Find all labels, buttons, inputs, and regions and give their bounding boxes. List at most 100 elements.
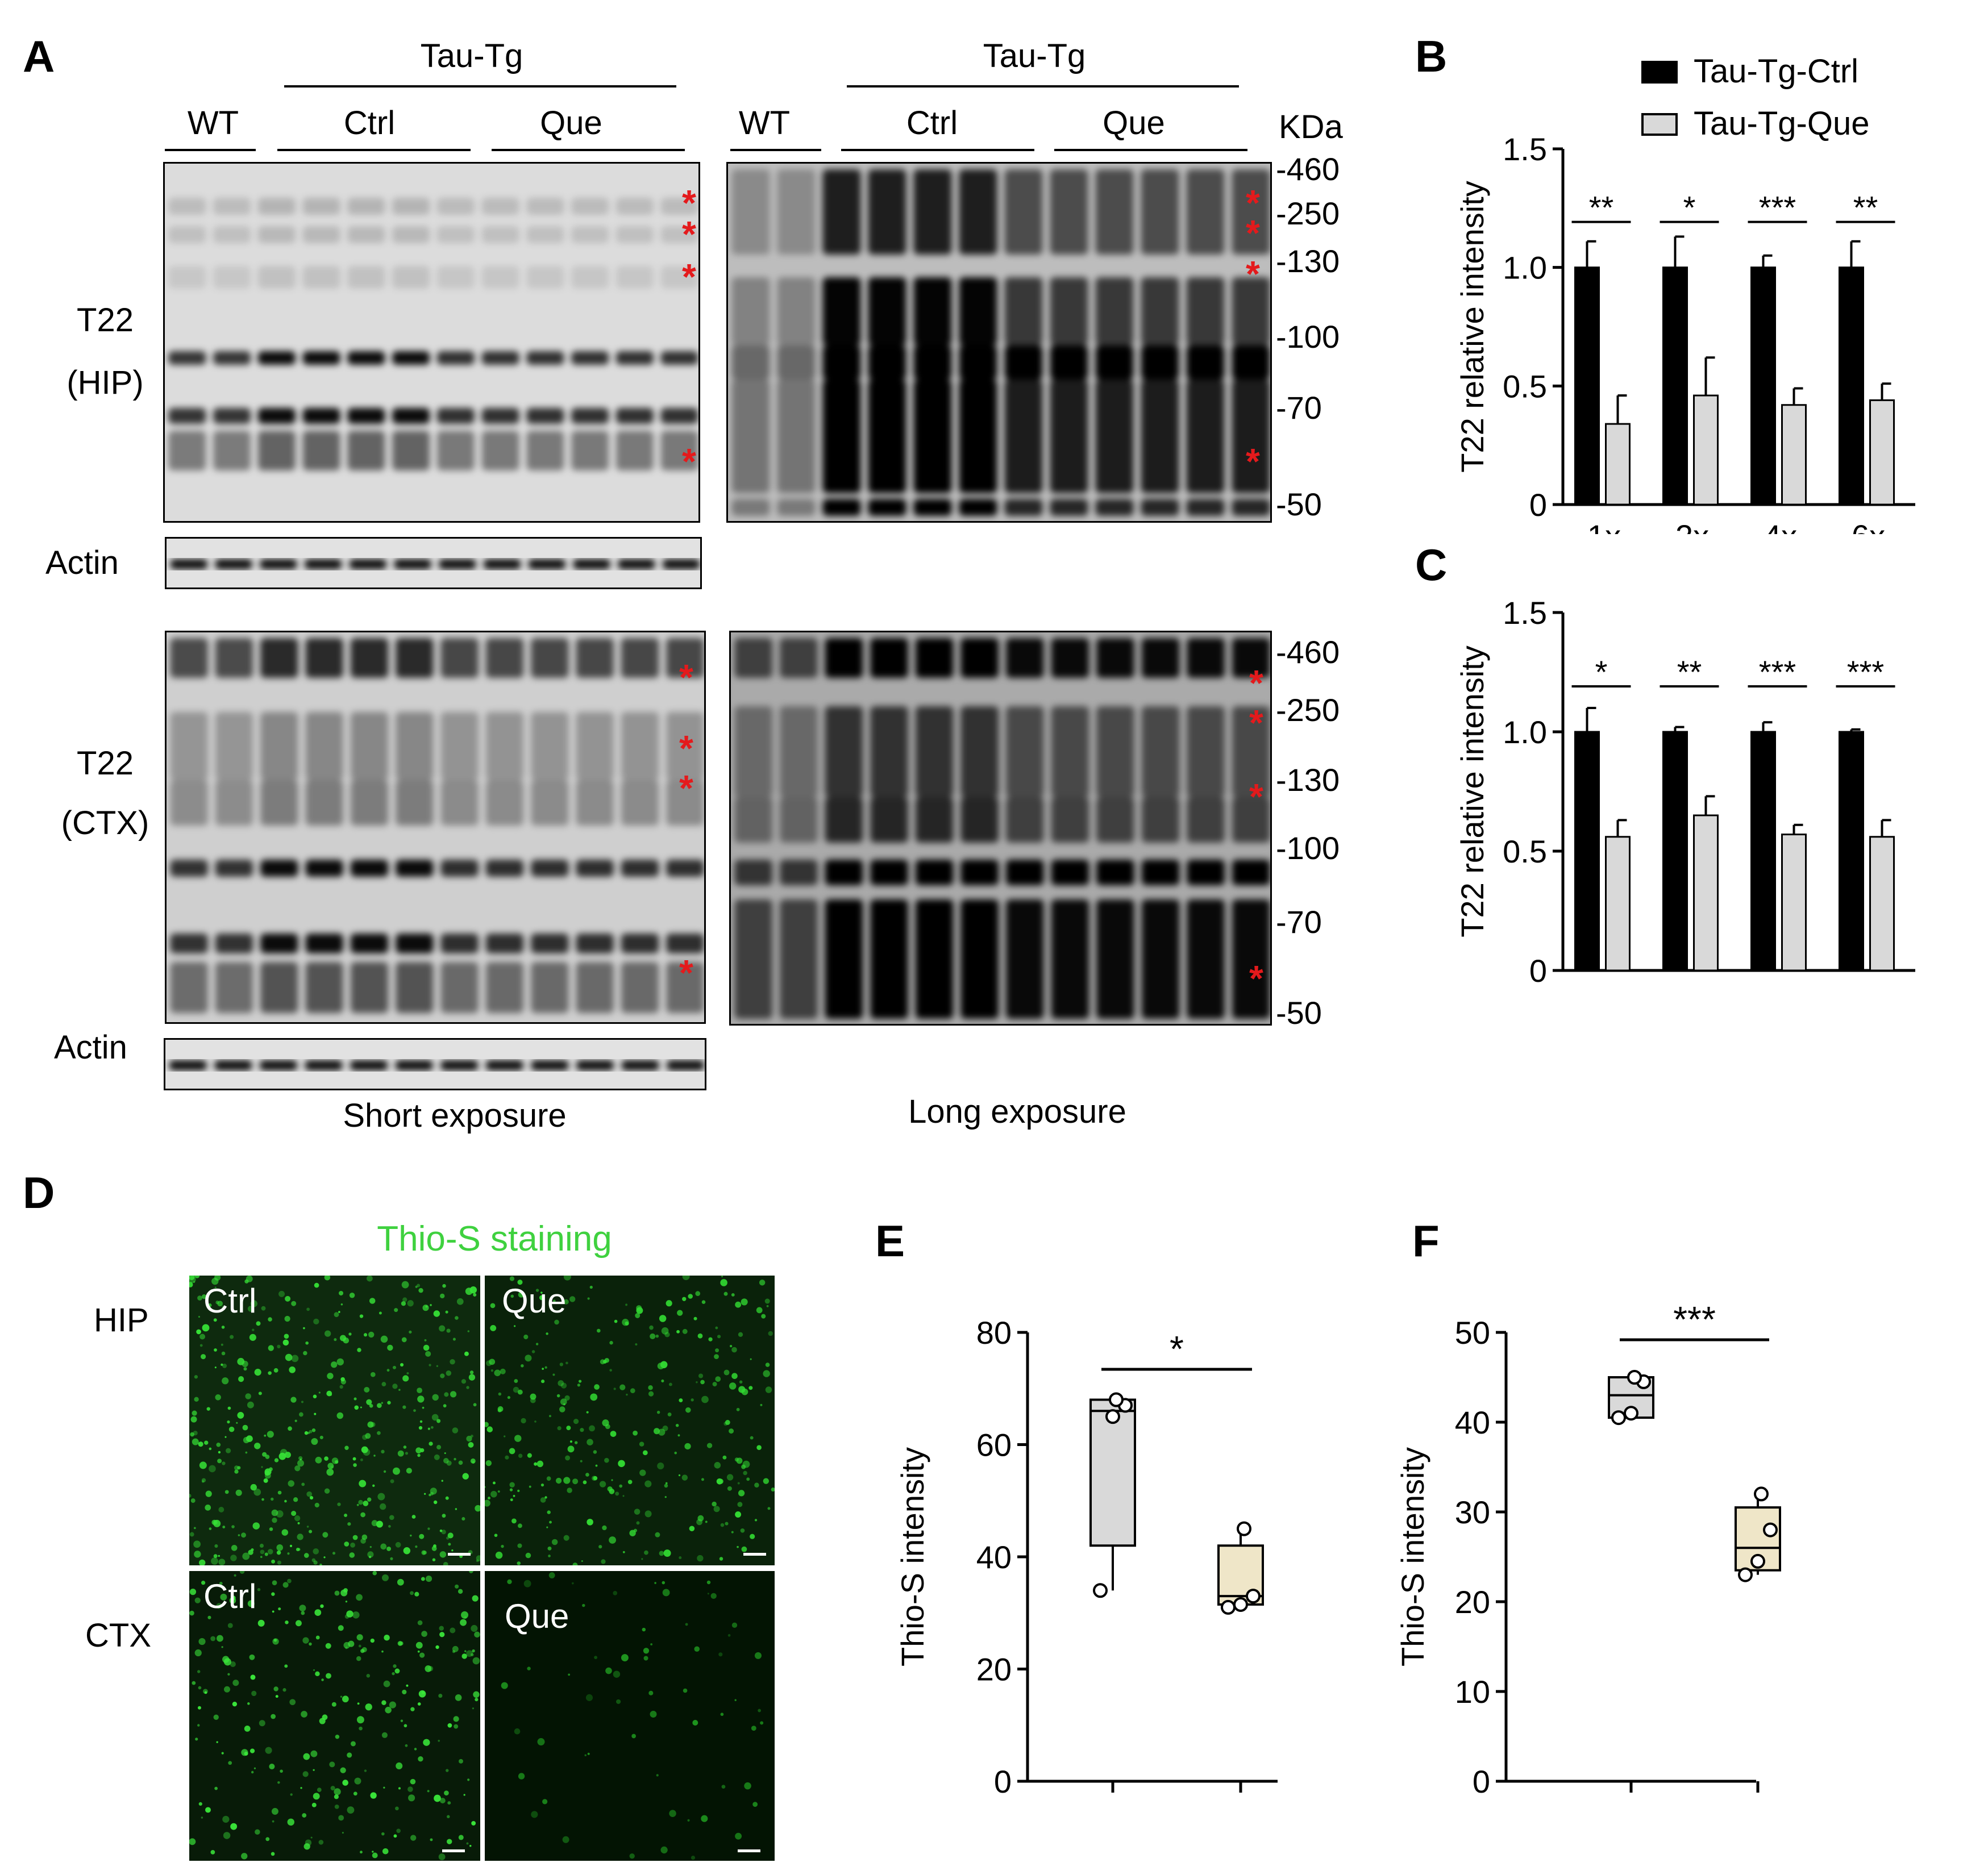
significance-label: *** xyxy=(1759,654,1796,690)
kda-label: KDa xyxy=(1279,109,1343,145)
data-point xyxy=(1221,1599,1236,1615)
group-line-tau-tg-short xyxy=(284,85,676,88)
asterisk: * xyxy=(1249,702,1263,743)
micrograph-ctx-ctrl: Ctrl xyxy=(189,1571,480,1861)
asterisk: * xyxy=(682,441,696,482)
scale-bar xyxy=(743,1553,766,1556)
data-point xyxy=(1624,1406,1638,1421)
scale-bar xyxy=(448,1553,471,1556)
row-label-ctx: (CTX) xyxy=(61,805,149,841)
row-label-t22-ctx: T22 xyxy=(77,745,134,782)
group-label-tau-tg-long: Tau-Tg xyxy=(983,38,1086,74)
blot-actin-ctx xyxy=(164,1038,706,1090)
data-point xyxy=(1750,1553,1765,1569)
mw-marker-50: -50 xyxy=(1276,995,1322,1031)
asterisk: * xyxy=(1249,958,1263,999)
bar xyxy=(1605,423,1631,506)
y-axis-label: Thio-S intensity xyxy=(895,1447,930,1666)
bar xyxy=(1750,266,1776,506)
box-plot-f: 0 10 20 30 40 50 Thio-S intensity *** xyxy=(1395,1299,1781,1799)
bar xyxy=(1693,394,1719,506)
blot-ctx-long xyxy=(729,631,1272,1026)
blot-hip-short xyxy=(163,162,700,523)
data-point xyxy=(1763,1522,1778,1538)
micrograph-label-que: Que xyxy=(505,1597,569,1635)
mw-marker-250: -250 xyxy=(1276,195,1340,231)
lane-label-wt-short: WT xyxy=(187,105,239,141)
y-tick-label: 0 xyxy=(1529,487,1547,523)
x-tick-label: 2x xyxy=(1675,984,1709,989)
asterisk: * xyxy=(1246,213,1260,253)
box-plot-e: 0 20 40 60 80 Thio-S intensity * xyxy=(895,1315,1278,1799)
mw-marker-460: -460 xyxy=(1276,151,1340,187)
blot-actin-hip xyxy=(165,537,702,589)
row-label-actin-ctx: Actin xyxy=(54,1029,127,1066)
significance-label: * xyxy=(1595,654,1608,690)
significance-label: * xyxy=(1683,190,1696,226)
micrograph-ctx-que: Que xyxy=(485,1571,775,1861)
asterisk: * xyxy=(1249,776,1263,817)
asterisk: * xyxy=(1246,182,1260,223)
bar xyxy=(1574,731,1600,972)
data-point xyxy=(1611,1410,1626,1426)
asterisk: * xyxy=(682,256,696,297)
mw-marker-100: -100 xyxy=(1276,830,1340,866)
asterisk: * xyxy=(679,768,693,809)
y-tick-label: 1.5 xyxy=(1503,595,1547,631)
y-tick-label: 80 xyxy=(976,1315,1012,1351)
asterisk: * xyxy=(682,214,696,255)
y-axis-label: Thio-S intensity xyxy=(1395,1447,1430,1666)
bar xyxy=(1839,731,1864,972)
x-tick-label: 4x xyxy=(1764,518,1797,534)
lane-line-que-long xyxy=(1054,149,1247,151)
asterisk: * xyxy=(679,728,693,769)
mw-marker-130: -130 xyxy=(1276,243,1340,279)
y-tick-label: 50 xyxy=(1455,1315,1490,1351)
y-tick-label: 1.0 xyxy=(1503,250,1547,286)
data-point xyxy=(1233,1597,1248,1612)
x-tick-label: 1x xyxy=(1587,984,1621,989)
y-tick-label: 1.5 xyxy=(1503,131,1547,167)
scale-bar xyxy=(738,1849,760,1852)
mw-marker-460: -460 xyxy=(1276,634,1340,670)
micrograph-label-ctrl: Ctrl xyxy=(203,1577,257,1615)
asterisk: * xyxy=(1249,663,1263,703)
lane-line-wt-short xyxy=(165,149,256,151)
bar-chart-c: 0 0.5 1.0 1.5 T22 relative intensity * 1x ** 2x *… xyxy=(1454,595,1915,989)
bar xyxy=(1781,404,1807,506)
bar xyxy=(1574,266,1600,506)
y-tick-label: 0 xyxy=(1529,953,1547,989)
data-point xyxy=(1093,1583,1108,1598)
legend-swatch xyxy=(1641,61,1678,84)
mw-marker-50: -50 xyxy=(1276,486,1322,522)
significance-label: *** xyxy=(1847,654,1884,690)
group-label-tau-tg-short: Tau-Tg xyxy=(420,38,523,74)
micrograph-hip-ctrl: Ctrl xyxy=(189,1276,480,1565)
y-tick-label: 40 xyxy=(976,1539,1012,1575)
mw-marker-100: -100 xyxy=(1276,319,1340,355)
bar xyxy=(1662,266,1688,506)
data-point xyxy=(1754,1486,1769,1502)
lane-label-ctrl-long: Ctrl xyxy=(906,105,958,141)
mw-marker-70: -70 xyxy=(1276,904,1322,940)
lane-label-que-short: Que xyxy=(540,105,602,141)
significance-label: *** xyxy=(1759,190,1796,226)
legend-entry: Tau-Tg-Ctrl xyxy=(1694,53,1858,90)
panel-label-c: C xyxy=(1415,540,1448,590)
x-tick-label: 1x xyxy=(1587,518,1621,534)
y-tick-label: 0 xyxy=(994,1764,1012,1799)
y-tick-label: 0 xyxy=(1473,1764,1490,1799)
mw-marker-250: -250 xyxy=(1276,692,1340,728)
panel-label-d: D xyxy=(23,1168,55,1218)
blot-hip-long xyxy=(726,162,1272,523)
row-label-hip-micro: HIP xyxy=(94,1302,149,1339)
data-point xyxy=(1246,1589,1261,1604)
row-label-actin-hip: Actin xyxy=(45,544,119,581)
bar xyxy=(1693,814,1719,972)
lane-line-que-short xyxy=(492,149,685,151)
y-tick-label: 20 xyxy=(1455,1584,1490,1620)
lane-label-que-long: Que xyxy=(1103,105,1165,141)
y-axis-label: T22 relative intensity xyxy=(1454,181,1490,473)
bar xyxy=(1750,731,1776,972)
micrograph-label-ctrl: Ctrl xyxy=(203,1282,257,1320)
